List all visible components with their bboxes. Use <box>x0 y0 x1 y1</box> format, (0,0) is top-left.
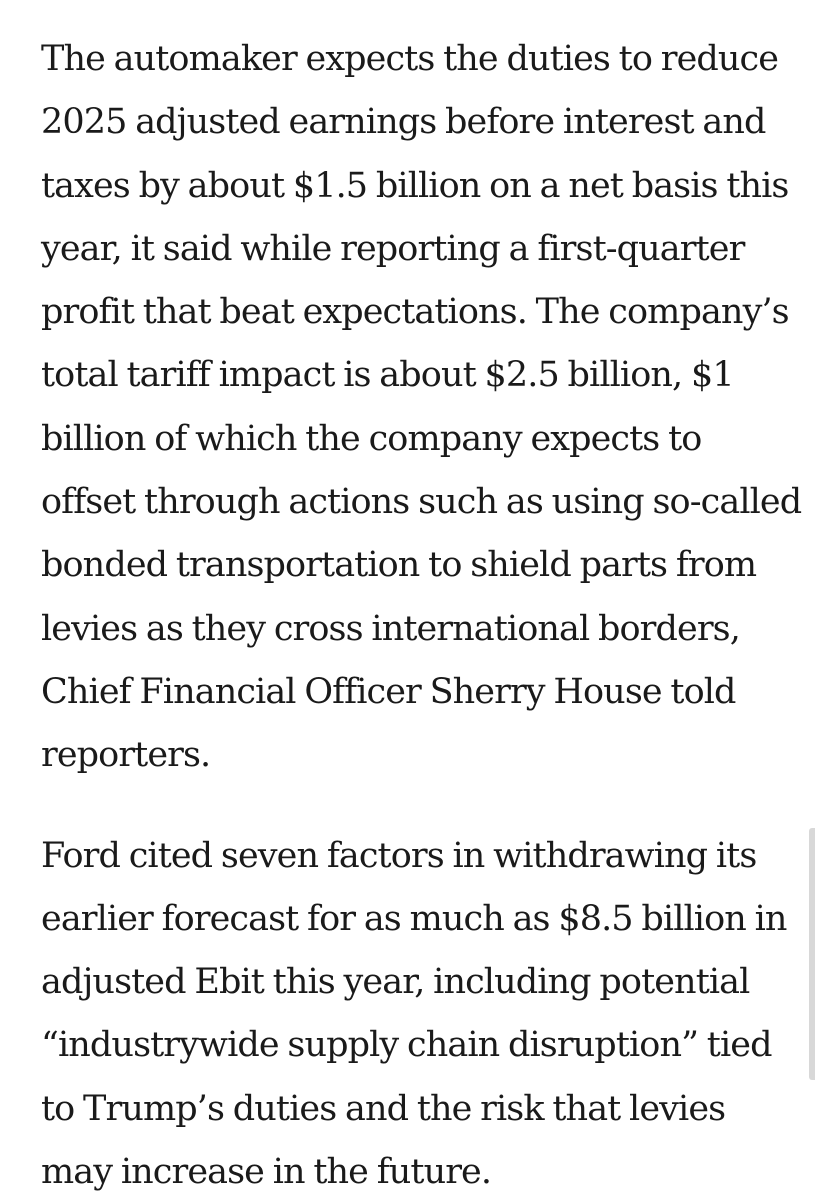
text-line: bonded transportation to shield parts fr… <box>41 545 757 586</box>
article-paragraph-1: The automaker expects the duties to redu… <box>41 28 802 788</box>
text-line: offset through actions such as using so-… <box>41 482 802 523</box>
text-line: profit that beat expectations. The compa… <box>41 292 790 333</box>
text-line: to Trump’s duties and the risk that levi… <box>41 1088 726 1129</box>
text-line: The automaker expects the duties to redu… <box>41 39 779 79</box>
text-line: billion of which the company expects to <box>41 418 702 459</box>
article-body: The automaker expects the duties to redu… <box>41 28 802 1204</box>
article-paragraph-2: Ford cited seven factors in withdrawing … <box>41 825 793 1204</box>
text-line: 2025 adjusted earnings before interest a… <box>41 102 766 143</box>
text-line: “industrywide supply chain disruption” t… <box>41 1025 772 1066</box>
text-line: levies as they cross international borde… <box>41 608 741 649</box>
text-line: total tariff impact is about $2.5 billio… <box>41 355 735 396</box>
text-line: year, it said while reporting a first-qu… <box>41 228 745 269</box>
text-line: Chief Financial Officer Sherry House tol… <box>41 671 736 712</box>
text-line: reporters. <box>41 735 211 776</box>
text-line: taxes by about $1.5 billion on a net bas… <box>41 165 789 206</box>
text-line: adjusted Ebit this year, including poten… <box>41 962 750 1003</box>
text-line: may increase in the future. <box>41 1152 492 1193</box>
text-line: Ford cited seven factors in withdrawing … <box>41 835 757 876</box>
scrollbar-thumb[interactable] <box>809 828 815 1080</box>
text-line: earlier forecast for as much as $8.5 bil… <box>41 898 787 939</box>
